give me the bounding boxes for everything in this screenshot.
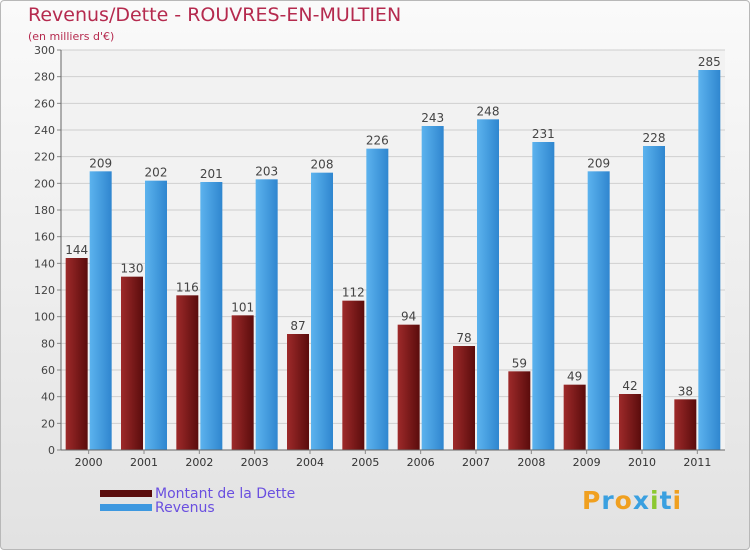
data-label-revenus: 202 bbox=[145, 166, 168, 180]
data-label-revenus: 203 bbox=[255, 164, 278, 178]
x-tick-label: 2002 bbox=[185, 456, 213, 469]
data-label-dette: 49 bbox=[567, 370, 582, 384]
logo-letter: P bbox=[582, 486, 602, 515]
bar-dette bbox=[121, 276, 143, 450]
bar-dette bbox=[453, 346, 475, 450]
data-label-dette: 78 bbox=[456, 331, 471, 345]
x-tick-label: 2003 bbox=[241, 456, 269, 469]
data-label-dette: 130 bbox=[121, 262, 144, 276]
data-label-dette: 42 bbox=[622, 379, 637, 393]
chart-subtitle: (en milliers d'€) bbox=[28, 30, 115, 43]
legend-label-dette: Montant de la Dette bbox=[155, 486, 296, 502]
bar-dette bbox=[563, 384, 586, 450]
x-tick-label: 2004 bbox=[296, 456, 324, 469]
x-tick-label: 2011 bbox=[683, 456, 711, 469]
data-label-revenus: 209 bbox=[587, 156, 610, 170]
logo-letter: i bbox=[672, 486, 683, 515]
y-tick-label: 100 bbox=[34, 311, 55, 324]
y-tick-label: 280 bbox=[34, 71, 55, 84]
x-tick-label: 2009 bbox=[573, 456, 601, 469]
data-label-revenus: 209 bbox=[89, 156, 112, 170]
data-label-dette: 101 bbox=[231, 300, 254, 314]
legend-label-revenus: Revenus bbox=[155, 500, 215, 516]
logo-letter: t bbox=[659, 486, 673, 515]
y-tick-label: 260 bbox=[34, 97, 55, 110]
y-axis: 0 20 40 60 80 100 120 140 160 180 200 220 240 260 280 3… bbox=[34, 44, 62, 457]
bar-revenus bbox=[532, 142, 555, 450]
bar-dette bbox=[342, 300, 365, 450]
x-tick-label: 2005 bbox=[351, 456, 379, 469]
data-label-revenus: 248 bbox=[477, 104, 500, 118]
y-tick-label: 180 bbox=[34, 204, 55, 217]
x-tick-label: 2010 bbox=[628, 456, 656, 469]
bar-dette bbox=[231, 315, 254, 450]
y-tick-label: 20 bbox=[41, 417, 55, 430]
data-label-dette: 144 bbox=[65, 243, 88, 257]
x-tick-label: 2000 bbox=[75, 456, 103, 469]
bar-revenus bbox=[698, 70, 721, 450]
x-axis: 2000 2001 2002 2003 2004 2005 2006 2007 2008 2009… bbox=[61, 449, 725, 469]
bar-revenus bbox=[311, 172, 333, 450]
bar-revenus bbox=[643, 146, 665, 450]
data-label-revenus: 228 bbox=[643, 131, 666, 145]
y-tick-label: 200 bbox=[34, 177, 55, 190]
bar-revenus bbox=[477, 119, 499, 450]
data-label-dette: 116 bbox=[176, 280, 199, 294]
data-label-dette: 112 bbox=[342, 286, 365, 300]
bar-revenus bbox=[255, 179, 278, 451]
logo-letter: i bbox=[650, 486, 660, 515]
y-tick-label: 60 bbox=[41, 364, 55, 377]
data-label-dette: 38 bbox=[678, 384, 693, 398]
bar-revenus bbox=[200, 182, 223, 450]
chart-title: Revenus/Dette - ROUVRES-EN-MULTIEN bbox=[28, 4, 402, 26]
logo-letter: x bbox=[632, 486, 650, 515]
data-label-revenus: 226 bbox=[366, 134, 389, 148]
y-tick-label: 240 bbox=[34, 124, 55, 137]
data-label-revenus: 243 bbox=[421, 111, 444, 125]
bar-dette bbox=[397, 324, 420, 450]
bar-revenus bbox=[145, 180, 167, 450]
data-label-revenus: 285 bbox=[698, 55, 721, 69]
x-tick-label: 2006 bbox=[407, 456, 435, 469]
logo-letter: o bbox=[614, 486, 633, 515]
bar-revenus bbox=[366, 148, 389, 450]
y-tick-label: 300 bbox=[34, 44, 55, 57]
proxiti-logo: Proxiti bbox=[582, 486, 682, 515]
legend-swatch-dette bbox=[100, 490, 152, 497]
plot-area bbox=[61, 50, 725, 450]
bar-revenus bbox=[587, 171, 610, 451]
data-label-dette: 59 bbox=[512, 356, 527, 370]
y-tick-label: 40 bbox=[41, 391, 55, 404]
data-label-revenus: 231 bbox=[532, 127, 555, 141]
y-tick-label: 80 bbox=[41, 337, 55, 350]
bar-revenus bbox=[421, 126, 444, 450]
bars: 144 209 130 202 116 201 101 203 87 208 112 226 94 243… bbox=[65, 55, 721, 451]
data-label-dette: 87 bbox=[290, 319, 305, 333]
bar-dette bbox=[287, 334, 309, 450]
legend-swatch-revenus bbox=[100, 504, 152, 511]
y-tick-label: 120 bbox=[34, 284, 55, 297]
grid-lines bbox=[61, 49, 725, 451]
y-tick-label: 220 bbox=[34, 151, 55, 164]
x-tick-label: 2007 bbox=[462, 456, 490, 469]
bar-dette bbox=[176, 295, 199, 450]
bar-dette bbox=[508, 371, 531, 450]
bar-dette bbox=[674, 399, 697, 450]
data-label-dette: 94 bbox=[401, 310, 416, 324]
data-label-revenus: 201 bbox=[200, 167, 223, 181]
logo-letter: r bbox=[601, 486, 615, 515]
bar-revenus bbox=[89, 171, 112, 451]
y-tick-label: 160 bbox=[34, 231, 55, 244]
bar-dette bbox=[65, 258, 88, 450]
x-tick-label: 2008 bbox=[517, 456, 545, 469]
data-label-revenus: 208 bbox=[311, 158, 334, 172]
y-tick-label: 0 bbox=[48, 444, 55, 457]
y-tick-label: 140 bbox=[34, 257, 55, 270]
x-tick-label: 2001 bbox=[130, 456, 158, 469]
bar-dette bbox=[619, 394, 641, 450]
